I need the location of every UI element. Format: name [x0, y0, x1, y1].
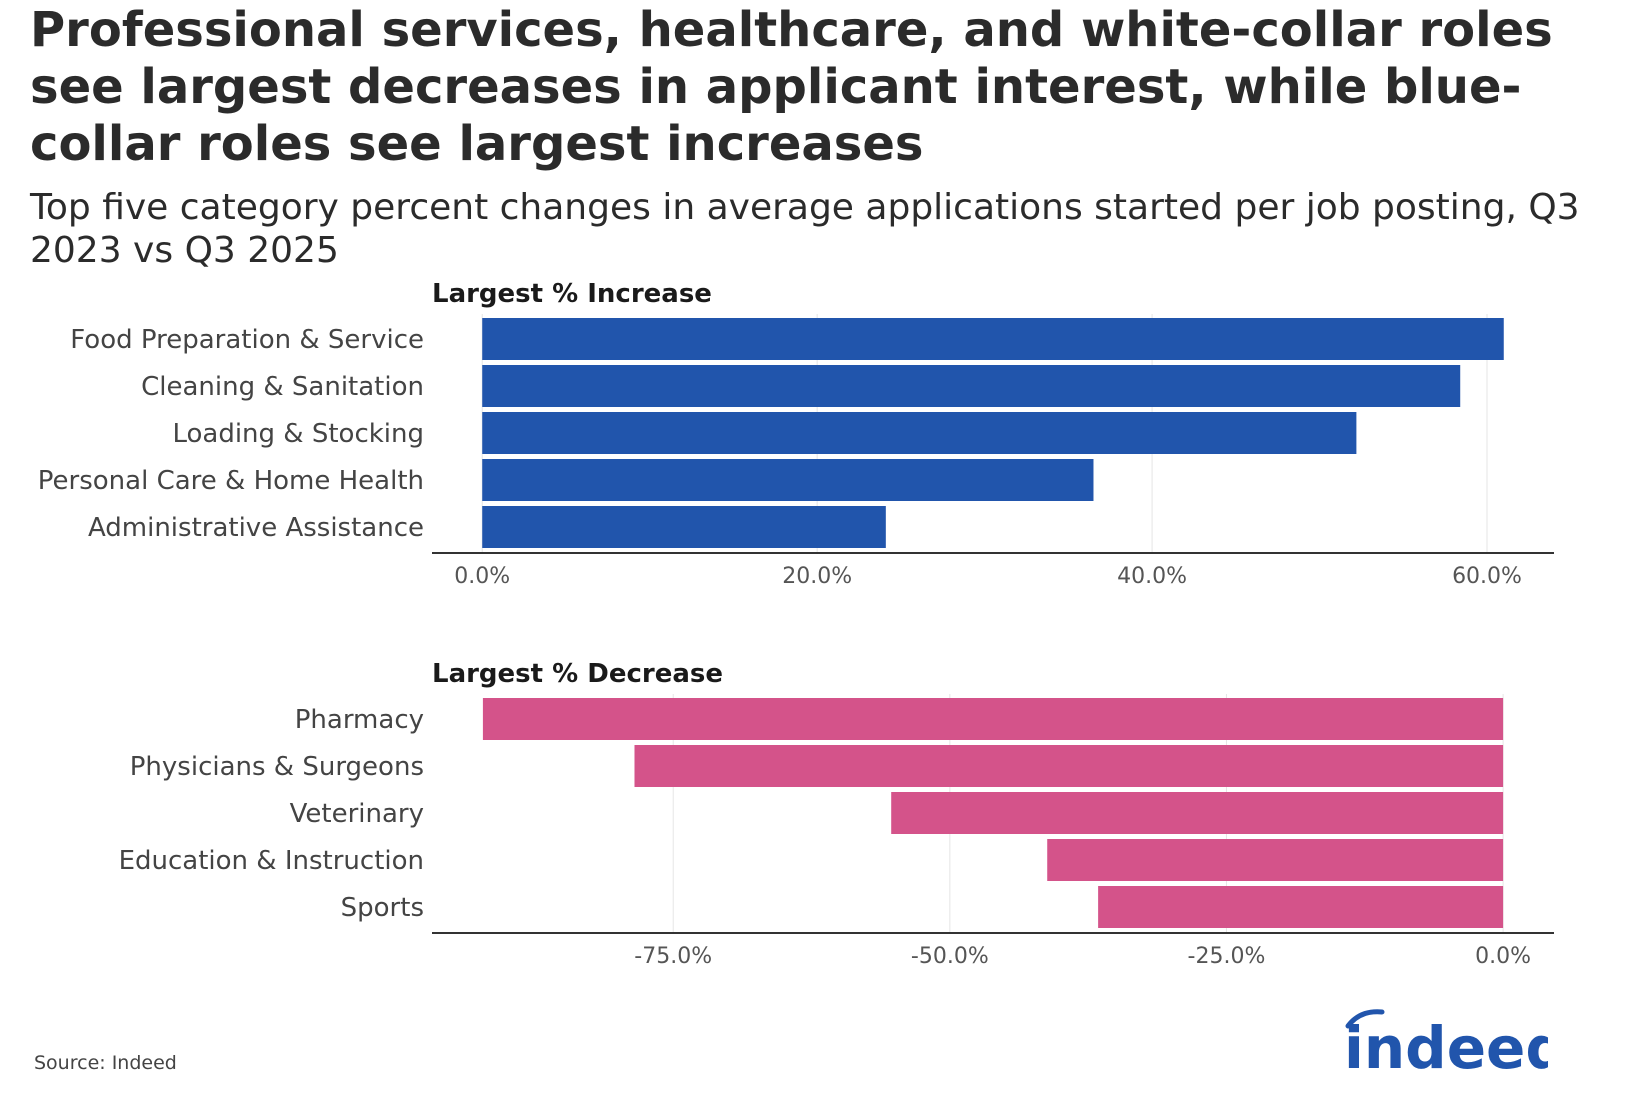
decrease-chart: Largest % Decrease Pharmacy Physicians & S… [0, 659, 1646, 990]
decrease-category-label: Physicians & Surgeons [130, 752, 424, 782]
source-note: Source: Indeed [34, 1052, 177, 1074]
decrease-category-label: Pharmacy [295, 705, 424, 735]
increase-chart: Largest % Increase Food Preparation & Ser… [0, 279, 1646, 610]
decrease-panel-title: Largest % Decrease [432, 659, 723, 689]
decrease-bar [482, 698, 1504, 740]
indeed-logo-icon[interactable]: indeed [1338, 1008, 1548, 1078]
increase-bar [482, 412, 1357, 454]
decrease-tick-label: -75.0% [634, 944, 712, 969]
decrease-bar [1047, 839, 1504, 881]
increase-category-label: Loading & Stocking [172, 419, 424, 449]
increase-category-label: Cleaning & Sanitation [141, 372, 424, 402]
increase-bar [482, 506, 886, 548]
decrease-tick-label: 0.0% [1475, 944, 1531, 969]
increase-bar [482, 318, 1504, 360]
increase-panel-title: Largest % Increase [432, 279, 712, 309]
decrease-bar [891, 792, 1504, 834]
decrease-bar [634, 745, 1504, 787]
increase-bar [482, 459, 1094, 501]
increase-category-label: Personal Care & Home Health [38, 466, 424, 496]
decrease-tick-label: -50.0% [911, 944, 989, 969]
increase-tick-label: 20.0% [782, 564, 852, 589]
increase-bar [482, 365, 1461, 407]
decrease-category-label: Sports [341, 893, 424, 923]
chart-subtitle: Top five category percent changes in ave… [30, 187, 1580, 271]
decrease-tick-label: -25.0% [1188, 944, 1266, 969]
increase-tick-label: 0.0% [454, 564, 510, 589]
increase-category-label: Food Preparation & Service [70, 325, 424, 355]
increase-tick-label: 40.0% [1117, 564, 1187, 589]
increase-chart-svg: Largest % Increase Food Preparation & Ser… [38, 279, 1554, 589]
increase-tick-label: 60.0% [1452, 564, 1522, 589]
decrease-chart-svg: Largest % Decrease Pharmacy Physicians & S… [119, 659, 1554, 969]
decrease-bar [1098, 886, 1504, 928]
chart-title: Professional services, healthcare, and w… [30, 2, 1553, 172]
logo-text: indeed [1344, 1014, 1548, 1078]
decrease-category-label: Education & Instruction [119, 846, 424, 876]
decrease-category-label: Veterinary [290, 799, 424, 829]
increase-category-label: Administrative Assistance [88, 513, 424, 543]
